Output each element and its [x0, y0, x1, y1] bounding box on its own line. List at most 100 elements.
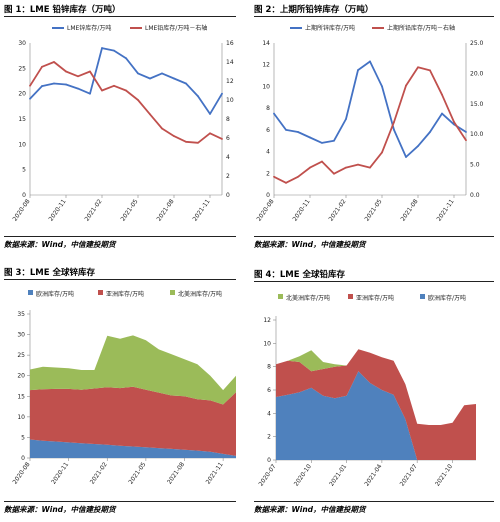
series-line-1 [273, 60, 467, 158]
area-series-3 [276, 371, 476, 460]
y-tick-label: 6 [267, 387, 271, 394]
y-right-tick-label: 12 [226, 78, 234, 85]
x-tick-label: 2020-11 [292, 198, 312, 223]
data-point [173, 77, 175, 80]
x-tick-label: 2021-08 [156, 198, 176, 223]
data-point [89, 70, 91, 73]
x-tick-label: 2020-08 [12, 198, 32, 223]
y-tick-label: 4 [267, 410, 271, 417]
x-tick-label: 2021-11 [192, 198, 212, 223]
figure-1-title: 图 1：LME 铅锌库存（万吨） [4, 5, 121, 15]
y-right-tick-label: 20.0 [470, 70, 484, 77]
data-point [101, 47, 103, 49]
legend-label: 北美洲库存/万吨 [286, 294, 330, 302]
x-tick-label: 2021-04 [363, 463, 383, 488]
legend-swatch [278, 294, 283, 299]
x-tick-label: 2021-05 [127, 461, 147, 486]
data-point [309, 166, 311, 169]
y-right-tick-label: 10 [226, 97, 234, 104]
data-point [417, 145, 419, 148]
x-tick-label: 2021-02 [89, 461, 109, 486]
data-point [197, 141, 199, 144]
x-tick-label: 2020-08 [256, 198, 276, 223]
y-right-tick-label: 16 [226, 40, 234, 47]
data-point [221, 138, 223, 140]
data-point [137, 99, 139, 101]
y-left-tick-label: 4 [266, 149, 270, 156]
figure-3-source-rule [4, 501, 236, 502]
data-point [345, 118, 347, 120]
area-series-3 [30, 335, 236, 405]
data-point [29, 84, 31, 87]
data-point [333, 139, 335, 142]
figure-1-source: 数据来源：Wind，中信建投期货 [4, 240, 116, 249]
data-point [89, 92, 91, 95]
legend-swatch [98, 290, 103, 295]
y-left-tick-label: 5 [22, 167, 26, 174]
y-left-tick-label: 6 [266, 127, 270, 134]
data-point [125, 57, 127, 60]
data-point [209, 132, 211, 135]
y-tick-label: 20 [17, 373, 25, 380]
legend-swatch [170, 290, 175, 295]
figure-2-title: 图 2：上期所铅锌库存（万吨） [254, 5, 374, 15]
y-tick-label: 0 [21, 455, 25, 462]
y-tick-label: 15 [17, 393, 25, 400]
y-right-tick-label: 4 [226, 154, 230, 161]
y-left-tick-label: 15 [18, 116, 26, 123]
legend-swatch [420, 294, 425, 299]
y-right-tick-label: 10.0 [470, 131, 484, 138]
legend-label: LME铅库存/万吨－右轴 [145, 24, 207, 32]
x-tick-label: 2020-08 [12, 461, 32, 486]
y-right-tick-label: 6 [226, 135, 230, 142]
area-series-2 [276, 349, 476, 460]
figure-3-source: 数据来源：Wind，中信建投期货 [4, 505, 116, 514]
data-point [149, 113, 151, 116]
figure-4-title-rule [254, 281, 494, 282]
y-right-tick-label: 15.0 [470, 101, 484, 108]
data-point [285, 181, 287, 184]
figure-4-source-rule [254, 501, 494, 502]
legend-label: 上期所锌库存/万吨 [305, 24, 355, 32]
figure-1-source-rule [4, 236, 236, 237]
data-point [465, 131, 467, 133]
data-point [369, 60, 371, 63]
data-point [101, 89, 103, 92]
data-point [53, 61, 55, 63]
y-left-tick-label: 30 [18, 40, 26, 47]
data-point [273, 175, 275, 178]
data-point [77, 75, 79, 78]
chart-lme-lead-zinc-stock: 0 5 10 15 20 25 30 0 2 4 6 8 10 12 14 16 2020-08 2020-11 2… [12, 24, 234, 223]
data-point [209, 113, 211, 115]
x-tick-label: 2021-05 [364, 198, 384, 223]
y-right-tick-label: 2 [226, 173, 230, 180]
data-point [185, 140, 187, 143]
figure-4-source: 数据来源：Wind，中信建投期货 [254, 505, 366, 514]
data-point [393, 121, 395, 123]
area-series-2 [30, 386, 236, 456]
data-point [221, 92, 223, 95]
y-right-tick-label: 0 [226, 192, 230, 199]
data-point [113, 49, 115, 52]
y-left-tick-label: 0 [22, 192, 26, 199]
y-tick-label: 8 [267, 364, 271, 371]
legend-label: 欧洲库存/万吨 [428, 294, 466, 302]
data-point [29, 97, 31, 100]
data-point [357, 69, 359, 72]
y-right-tick-label: 5.0 [470, 162, 480, 169]
data-point [125, 89, 127, 92]
x-tick-label: 2021-08 [400, 198, 420, 223]
chart-lme-global-lead-stock: 0 2 4 6 8 10 12 2020-07 2020-10 2021-01 2021-04 202… [258, 294, 476, 488]
data-point [417, 66, 419, 69]
data-point [453, 121, 455, 123]
y-left-tick-label: 25 [18, 65, 26, 72]
data-point [381, 85, 383, 88]
data-point [393, 128, 395, 131]
x-tick-label: 2020-10 [293, 463, 313, 488]
x-tick-label: 2020-07 [258, 463, 278, 488]
data-point [41, 65, 43, 68]
x-tick-label: 2020-11 [50, 461, 70, 486]
legend-label: 欧洲库存/万吨 [36, 290, 74, 298]
figure-4-title: 图 4：LME 全球铅库存 [254, 270, 346, 280]
chart-lme-global-zinc-stock: 0 5 10 15 20 25 30 35 2020-08 2020-11 2021-02 2021-… [12, 290, 236, 486]
